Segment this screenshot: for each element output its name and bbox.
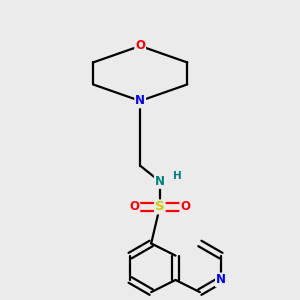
Text: H: H <box>173 170 182 181</box>
Text: N: N <box>135 94 145 107</box>
Text: O: O <box>180 200 190 213</box>
Text: N: N <box>216 273 226 286</box>
Text: S: S <box>155 200 165 213</box>
Text: N: N <box>155 175 165 188</box>
Text: O: O <box>129 200 139 213</box>
Text: O: O <box>135 40 145 52</box>
